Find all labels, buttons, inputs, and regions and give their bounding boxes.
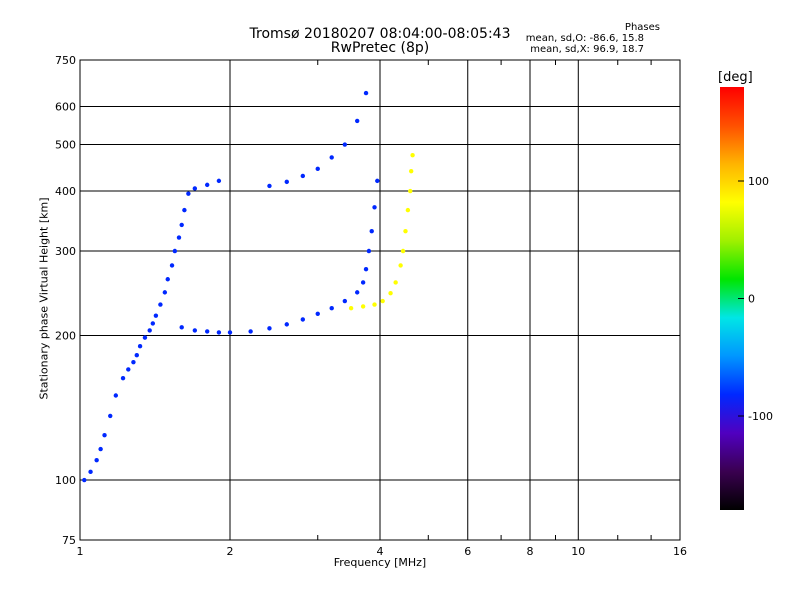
data-point [192, 328, 198, 333]
data-point [315, 311, 320, 316]
plot-frame [79, 59, 681, 541]
data-point [354, 290, 360, 295]
data-point [137, 344, 143, 349]
data-point [134, 352, 139, 358]
data-point [172, 248, 178, 254]
data-point [408, 188, 413, 194]
data-point [369, 228, 374, 234]
data-point [179, 222, 184, 228]
data-point [182, 207, 187, 213]
data-point [192, 186, 198, 191]
data-point [142, 335, 148, 340]
data-point [284, 322, 289, 327]
data-point [410, 153, 415, 158]
chart-title: Tromsø 20180207 08:04:00-08:05:43 [249, 26, 511, 42]
data-point [300, 317, 306, 322]
data-point [186, 191, 191, 196]
data-point [216, 178, 222, 184]
data-point [405, 207, 411, 213]
data-point [131, 359, 136, 365]
colorbar-tick-label: -100 [748, 410, 773, 423]
data-point [375, 178, 380, 184]
data-point [363, 90, 369, 96]
data-point [372, 302, 377, 307]
phase-stat-x: mean, sd,X: 96.9, 18.7 [530, 44, 644, 55]
data-point [82, 477, 87, 483]
data-point [88, 469, 93, 475]
data-point [354, 118, 360, 124]
data-point [403, 228, 408, 234]
data-point [120, 375, 126, 381]
data-point [94, 457, 99, 463]
y-tick-label: 75 [62, 534, 76, 547]
chart-subtitle: RwPretec (8p) [330, 40, 430, 56]
data-point [113, 393, 119, 398]
data-point [329, 155, 334, 160]
y-tick-label: 750 [55, 54, 76, 67]
data-point [329, 306, 334, 311]
data-point [348, 306, 354, 311]
data-point [408, 168, 414, 174]
data-point [204, 329, 210, 334]
y-tick-label: 600 [55, 101, 76, 114]
phase-stat-o: mean, sd,O: -86.6, 15.8 [525, 33, 644, 44]
y-tick-label: 300 [55, 245, 76, 258]
data-point [204, 182, 210, 188]
x-axis-label: Frequency [MHz] [333, 556, 427, 569]
phase-panel-title: Phases [624, 22, 660, 33]
data-point [366, 248, 372, 254]
colorbar-tick-label: 0 [748, 293, 755, 306]
y-tick-label: 100 [55, 474, 76, 487]
data-point [363, 266, 369, 272]
data-point [162, 290, 168, 295]
data-point [126, 367, 131, 372]
x-tick-label: 4 [377, 545, 384, 558]
data-point [342, 142, 348, 147]
x-tick-label: 6 [464, 545, 471, 558]
data-point [150, 321, 156, 326]
data-point [267, 183, 272, 189]
data-point [315, 166, 320, 172]
data-point [360, 304, 366, 309]
data-point [284, 179, 289, 185]
y-tick-label: 500 [55, 139, 76, 152]
data-point [179, 325, 184, 330]
x-tick-label: 2 [227, 545, 234, 558]
data-point [398, 263, 403, 268]
data-point [169, 263, 175, 268]
data-point [108, 413, 113, 419]
data-point [102, 432, 107, 438]
data-point [98, 446, 103, 452]
data-point [380, 298, 385, 304]
data-point [372, 205, 377, 210]
data-point [147, 328, 152, 333]
data-point [176, 235, 182, 240]
data-point [227, 330, 233, 335]
data-point [400, 248, 406, 254]
data-point [388, 291, 393, 296]
y-tick-label: 400 [55, 185, 76, 198]
x-tick-label: 8 [527, 545, 534, 558]
data-point [342, 298, 348, 304]
colorbar-tick-label: 100 [748, 175, 769, 188]
colorbar-label: [deg] [718, 70, 753, 85]
data-point [165, 277, 170, 282]
data-point [300, 173, 306, 179]
data-point [216, 330, 222, 335]
data-point [393, 280, 398, 285]
data-point [267, 326, 272, 331]
x-tick-label: 16 [673, 545, 687, 558]
data-point [153, 313, 159, 318]
x-tick-label: 10 [571, 545, 585, 558]
x-tick-label: 1 [77, 545, 84, 558]
data-point [248, 329, 253, 334]
data-point [360, 280, 366, 285]
y-tick-label: 200 [55, 330, 76, 343]
data-point [158, 302, 163, 307]
